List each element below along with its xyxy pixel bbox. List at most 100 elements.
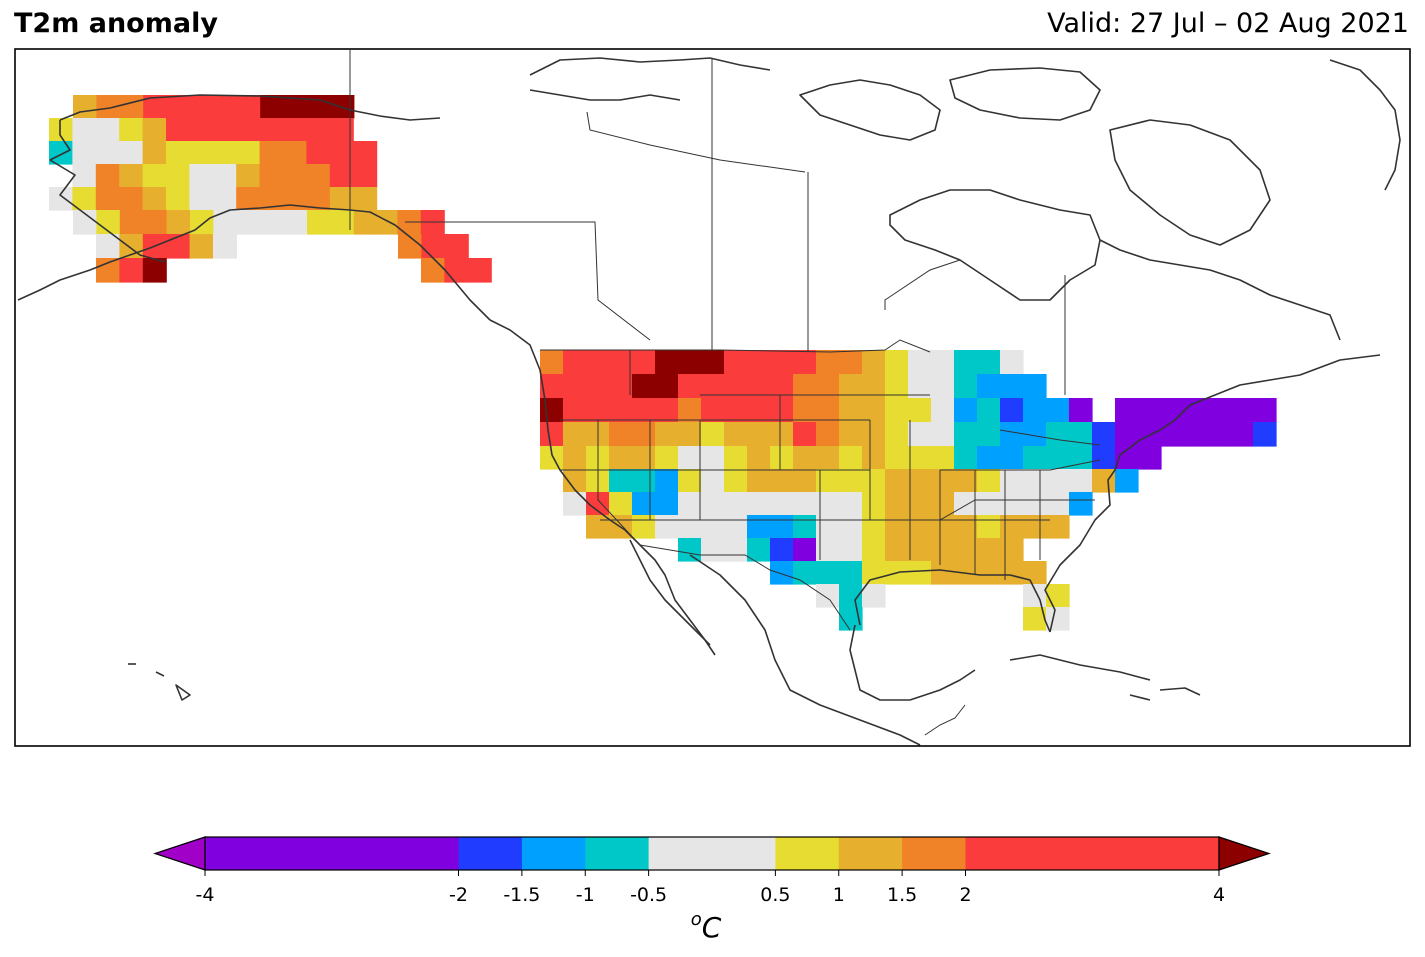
anomaly-cell bbox=[655, 350, 679, 375]
anomaly-cell bbox=[931, 422, 955, 447]
anomaly-cell bbox=[212, 118, 237, 142]
anomaly-cell bbox=[931, 538, 955, 562]
anomaly-cell bbox=[1069, 469, 1093, 493]
anomaly-cell bbox=[839, 446, 863, 470]
anomaly-cell bbox=[119, 258, 144, 283]
anomaly-cell bbox=[1115, 398, 1139, 423]
anomaly-cell bbox=[655, 446, 679, 470]
anomaly-cell bbox=[931, 515, 955, 539]
anomaly-cell bbox=[609, 469, 633, 493]
anomaly-cell bbox=[1184, 422, 1208, 447]
anomaly-cell bbox=[655, 469, 679, 493]
anomaly-cell bbox=[839, 584, 863, 608]
anomaly-cell bbox=[678, 492, 702, 516]
anomaly-cell bbox=[586, 350, 610, 375]
anomaly-cell bbox=[954, 374, 978, 399]
anomaly-cell bbox=[885, 538, 909, 562]
anomaly-cell bbox=[119, 187, 144, 211]
anomaly-cell bbox=[306, 118, 331, 142]
anomaly-cell bbox=[885, 422, 909, 447]
anomaly-cell bbox=[96, 234, 120, 259]
anomaly-cell bbox=[236, 164, 261, 188]
anomaly-cell bbox=[119, 164, 144, 188]
anomaly-cell bbox=[908, 492, 932, 516]
anomaly-cell bbox=[724, 492, 748, 516]
anomaly-cell bbox=[1138, 398, 1162, 423]
colorbar-tick-label: 0.5 bbox=[760, 884, 790, 906]
anomaly-cell bbox=[260, 95, 285, 119]
anomaly-cell bbox=[1092, 446, 1116, 470]
anomaly-cell bbox=[1230, 422, 1254, 447]
anomaly-cell bbox=[632, 398, 656, 423]
anomaly-cell bbox=[236, 187, 261, 211]
anomaly-cell bbox=[747, 422, 771, 447]
anomaly-cell bbox=[260, 210, 285, 235]
valid-date: Valid: 27 Jul – 02 Aug 2021 bbox=[1047, 8, 1409, 39]
anomaly-cell bbox=[678, 422, 702, 447]
anomaly-cell bbox=[862, 398, 886, 423]
colorbar-segment bbox=[965, 837, 1220, 870]
anomaly-cell bbox=[839, 469, 863, 493]
anomaly-cell bbox=[236, 210, 261, 235]
anomaly-cell bbox=[839, 515, 863, 539]
anomaly-cell bbox=[724, 515, 748, 539]
anomaly-cell bbox=[1069, 398, 1093, 423]
anomaly-cell bbox=[49, 118, 73, 142]
unit-letter: C bbox=[702, 911, 722, 944]
anomaly-cell bbox=[467, 258, 492, 283]
anomaly-cell bbox=[724, 374, 748, 399]
anomaly-cell bbox=[816, 398, 840, 423]
anomaly-cell bbox=[862, 446, 886, 470]
anomaly-cell bbox=[793, 446, 817, 470]
anomaly-cell bbox=[862, 584, 886, 608]
colorbar-segments bbox=[153, 836, 1271, 871]
anomaly-cell bbox=[724, 469, 748, 493]
anomaly-cell bbox=[770, 350, 794, 375]
anomaly-cell bbox=[540, 446, 564, 470]
anomaly-cell bbox=[701, 469, 725, 493]
anomaly-cell bbox=[908, 446, 932, 470]
anomaly-cell bbox=[329, 164, 354, 188]
anomaly-cell bbox=[1046, 398, 1070, 423]
anomaly-cell bbox=[816, 469, 840, 493]
anomaly-cell bbox=[839, 422, 863, 447]
anomaly-cell bbox=[770, 422, 794, 447]
anomaly-cell bbox=[166, 234, 191, 259]
anomaly-cell bbox=[747, 538, 771, 562]
anomaly-cell bbox=[747, 515, 771, 539]
anomaly-cell bbox=[306, 164, 331, 188]
colorbar-tick-label: -1.5 bbox=[503, 884, 540, 906]
anomaly-cell bbox=[793, 422, 817, 447]
anomaly-cell bbox=[1069, 422, 1093, 447]
anomaly-cell bbox=[421, 258, 445, 283]
colorbar-outline bbox=[204, 836, 1220, 871]
anomaly-cell bbox=[1046, 446, 1070, 470]
anomaly-cell bbox=[1000, 492, 1024, 516]
anomaly-cell bbox=[329, 118, 354, 142]
anomaly-cell bbox=[931, 350, 955, 375]
anomaly-cell bbox=[862, 350, 886, 375]
anomaly-cell bbox=[977, 515, 1001, 539]
anomaly-cell bbox=[701, 374, 725, 399]
anomaly-cell bbox=[793, 350, 817, 375]
anomaly-cell bbox=[747, 398, 771, 423]
anomaly-cell bbox=[885, 446, 909, 470]
anomaly-cell bbox=[816, 561, 840, 585]
anomaly-cell bbox=[701, 538, 725, 562]
anomaly-cell bbox=[793, 538, 817, 562]
anomaly-cell bbox=[142, 164, 167, 188]
anomaly-cell bbox=[839, 607, 863, 631]
colorbar-under-arrow bbox=[153, 836, 206, 871]
anomaly-cell bbox=[678, 515, 702, 539]
anomaly-cell bbox=[839, 398, 863, 423]
anomaly-cell bbox=[444, 234, 469, 259]
anomaly-cell bbox=[563, 422, 587, 447]
anomaly-cell bbox=[770, 374, 794, 399]
anomaly-cell bbox=[72, 164, 97, 188]
anomaly-cell bbox=[421, 234, 446, 259]
anomaly-cell bbox=[770, 515, 794, 539]
anomaly-cell bbox=[563, 492, 587, 516]
anomaly-cell bbox=[816, 515, 840, 539]
anomaly-cell bbox=[977, 469, 1001, 493]
colorbar-ticks: -4 -2 -1.5 -1 -0.5 0.5 1 1.5 2 4 bbox=[196, 870, 1225, 906]
